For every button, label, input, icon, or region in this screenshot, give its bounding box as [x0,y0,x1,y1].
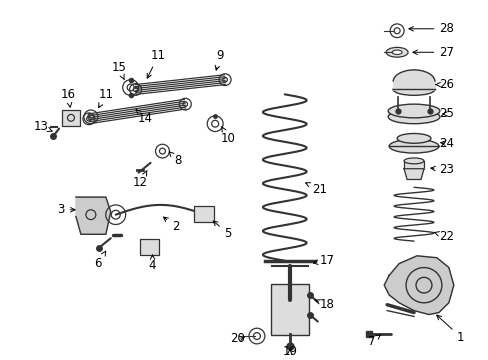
Text: 4: 4 [148,255,156,272]
Ellipse shape [387,104,439,118]
Text: 20: 20 [230,333,245,346]
Text: 16: 16 [61,88,75,107]
Ellipse shape [403,158,423,164]
Ellipse shape [387,110,439,124]
Text: 7: 7 [367,335,380,348]
Text: 9: 9 [215,49,224,70]
Text: 10: 10 [220,127,235,145]
Text: 21: 21 [305,183,326,196]
Text: 17: 17 [313,254,334,267]
Polygon shape [384,256,453,315]
FancyBboxPatch shape [403,161,423,169]
Text: 2: 2 [163,217,179,233]
Text: 19: 19 [282,345,297,358]
FancyBboxPatch shape [270,284,308,335]
Text: 24: 24 [438,137,453,150]
Ellipse shape [386,48,407,57]
Text: 14: 14 [136,109,153,125]
Ellipse shape [388,139,438,153]
Ellipse shape [396,134,430,143]
Text: 8: 8 [169,152,182,167]
Text: 11: 11 [147,49,165,78]
FancyBboxPatch shape [396,138,430,146]
Polygon shape [76,197,111,234]
Text: 28: 28 [408,22,453,35]
FancyBboxPatch shape [62,110,80,126]
Text: 11: 11 [98,88,113,108]
FancyBboxPatch shape [194,206,214,221]
Text: 6: 6 [94,251,105,270]
FancyBboxPatch shape [139,239,159,255]
Text: 1: 1 [436,315,464,343]
Text: 25: 25 [439,107,453,120]
Ellipse shape [391,50,401,54]
Text: 22: 22 [433,230,453,243]
Ellipse shape [392,84,434,95]
Text: 26: 26 [435,78,453,91]
Text: 13: 13 [34,120,52,133]
Text: 5: 5 [213,221,231,240]
Polygon shape [403,169,423,180]
FancyBboxPatch shape [387,111,439,117]
Text: 3: 3 [57,203,75,216]
Text: 18: 18 [314,298,334,311]
Text: 15: 15 [111,62,126,80]
Text: 27: 27 [412,46,453,59]
Text: 23: 23 [430,163,453,176]
Text: 12: 12 [133,171,148,189]
